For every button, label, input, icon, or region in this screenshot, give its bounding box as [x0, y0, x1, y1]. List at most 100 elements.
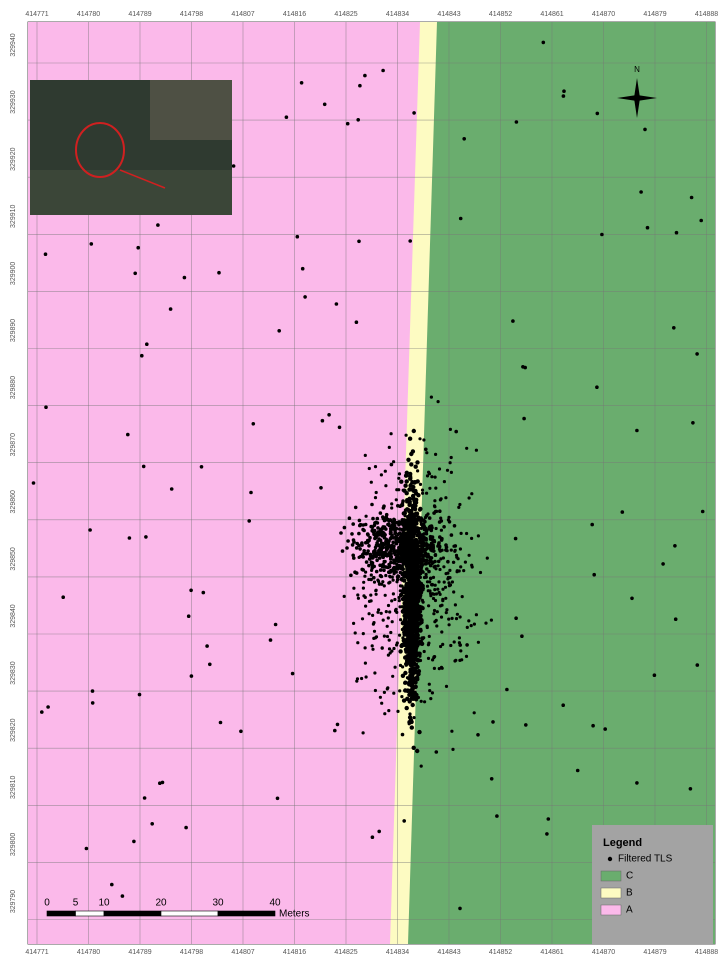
legend: Legend Filtered TLSCBA — [592, 825, 713, 944]
tls-point — [355, 680, 358, 683]
tls-point — [389, 631, 392, 634]
tls-point — [412, 558, 416, 562]
tls-point — [364, 646, 367, 649]
tls-point — [419, 566, 423, 570]
tls-point — [419, 589, 422, 592]
tls-point — [398, 689, 401, 692]
tls-point — [402, 531, 406, 535]
tls-point — [373, 549, 377, 553]
tls-point — [365, 560, 369, 564]
tls-point — [491, 720, 495, 724]
tls-point — [430, 561, 434, 565]
tls-point — [420, 700, 423, 703]
tls-point — [475, 613, 478, 616]
tls-point — [407, 592, 410, 595]
tls-point — [576, 769, 580, 773]
tls-point — [457, 557, 460, 560]
tls-point — [387, 709, 390, 712]
tls-point — [402, 489, 405, 492]
inset-field — [150, 80, 232, 140]
tls-point — [450, 730, 453, 733]
tls-point — [422, 601, 425, 604]
tls-point — [410, 528, 413, 531]
tls-point — [126, 433, 130, 437]
tls-point — [470, 537, 473, 540]
tls-point — [403, 484, 407, 488]
tls-point — [361, 528, 365, 532]
y-label: 329940 — [10, 33, 17, 56]
tls-point — [394, 666, 397, 669]
tls-point — [249, 491, 253, 495]
tls-point — [370, 529, 374, 533]
x-label-bottom: 414798 — [180, 949, 203, 956]
tls-point — [428, 487, 431, 490]
tls-point — [411, 703, 415, 707]
tls-point — [433, 593, 436, 596]
tls-point — [379, 568, 383, 572]
x-label-bottom: 414825 — [334, 949, 357, 956]
tls-point — [413, 542, 417, 546]
tls-point — [369, 594, 372, 597]
tls-point — [456, 613, 459, 616]
tls-point — [395, 608, 398, 611]
tls-point — [380, 528, 383, 531]
y-label: 329890 — [10, 319, 17, 342]
tls-point — [364, 662, 367, 665]
tls-point — [407, 611, 410, 614]
tls-point — [475, 449, 478, 452]
tls-point — [247, 519, 251, 523]
tls-point — [390, 536, 393, 539]
tls-point — [381, 554, 384, 557]
tls-point — [356, 118, 360, 122]
tls-point — [451, 748, 454, 751]
tls-point — [418, 616, 422, 620]
tls-point — [400, 643, 404, 647]
tls-point — [691, 421, 695, 425]
tls-point — [405, 434, 408, 437]
tls-point — [136, 246, 140, 250]
tls-point — [408, 437, 412, 441]
tls-point — [398, 472, 401, 475]
tls-point — [452, 590, 455, 593]
tls-point — [447, 576, 450, 579]
tls-point — [406, 583, 409, 586]
tls-point — [446, 572, 449, 575]
tls-point — [366, 552, 369, 555]
tls-point — [362, 587, 365, 590]
tls-point — [417, 548, 420, 551]
scale-label: 20 — [155, 898, 167, 909]
scale-segment — [218, 911, 275, 916]
tls-point — [418, 655, 421, 658]
tls-point — [364, 605, 367, 608]
tls-point — [425, 554, 428, 557]
tls-point — [429, 556, 432, 559]
tls-point — [450, 533, 454, 537]
tls-point — [635, 781, 639, 785]
tls-point — [394, 531, 398, 535]
tls-point — [393, 524, 396, 527]
tls-point — [269, 638, 273, 642]
tls-point — [406, 458, 410, 462]
tls-point — [364, 571, 367, 574]
tls-point — [415, 598, 418, 601]
tls-point — [371, 565, 374, 568]
tls-point — [440, 537, 444, 541]
tls-point — [470, 492, 473, 495]
tls-point — [434, 476, 437, 479]
tls-point — [380, 473, 383, 476]
tls-point — [434, 565, 437, 568]
tls-point — [408, 644, 411, 647]
tls-point — [427, 643, 430, 646]
tls-point — [425, 492, 428, 495]
tls-point — [459, 615, 462, 618]
tls-point — [387, 563, 391, 567]
tls-point — [412, 746, 416, 750]
tls-point — [479, 571, 482, 574]
tls-point — [433, 504, 436, 507]
tls-point — [439, 593, 442, 596]
tls-point — [403, 526, 407, 530]
tls-point — [453, 550, 456, 553]
tls-point — [385, 538, 388, 541]
scale-segment — [104, 911, 161, 916]
tls-point — [156, 223, 160, 227]
